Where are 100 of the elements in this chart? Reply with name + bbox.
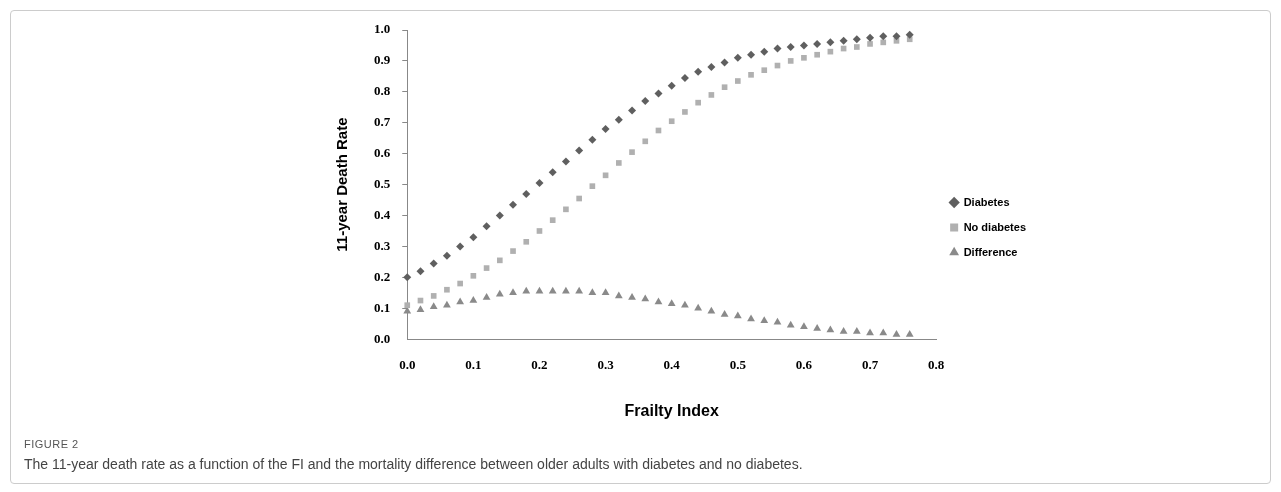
point bbox=[457, 280, 463, 287]
point bbox=[786, 43, 795, 52]
point bbox=[588, 288, 597, 296]
point bbox=[852, 326, 861, 334]
y-axis-title: 11-year Death Rate bbox=[333, 117, 351, 252]
point bbox=[641, 97, 650, 106]
point bbox=[416, 305, 425, 313]
point bbox=[510, 248, 516, 254]
y-tick-label: 1.0 bbox=[374, 21, 391, 37]
point bbox=[509, 200, 518, 209]
point bbox=[905, 330, 914, 337]
point bbox=[629, 149, 635, 155]
point bbox=[575, 146, 584, 155]
point bbox=[641, 294, 650, 302]
point bbox=[549, 217, 556, 223]
point bbox=[416, 267, 425, 276]
text: The 11-year death rate as a function of the FI and the mortality difference between older adults with diabetes and no diabetes. bbox=[24, 456, 804, 472]
point bbox=[801, 55, 807, 61]
point bbox=[456, 242, 465, 251]
point bbox=[905, 30, 914, 39]
point bbox=[760, 316, 769, 323]
point bbox=[813, 323, 822, 331]
point bbox=[668, 118, 675, 125]
point bbox=[892, 32, 901, 41]
y-tick-label: 0.5 bbox=[374, 175, 391, 191]
x-tick-label: 0.6 bbox=[795, 357, 813, 373]
point bbox=[839, 36, 848, 45]
point bbox=[880, 39, 887, 46]
point bbox=[576, 195, 582, 202]
point bbox=[495, 211, 504, 220]
point bbox=[734, 78, 741, 84]
y-tick-label: 0.1 bbox=[374, 299, 391, 315]
point bbox=[522, 286, 531, 294]
point bbox=[866, 33, 875, 42]
x-tick-label: 0.2 bbox=[531, 357, 548, 373]
point bbox=[588, 135, 597, 144]
point bbox=[853, 44, 860, 50]
legend-label: No diabetes bbox=[963, 220, 1027, 233]
point bbox=[761, 67, 768, 74]
point bbox=[429, 302, 438, 309]
point bbox=[548, 168, 557, 177]
point bbox=[813, 39, 822, 48]
point bbox=[495, 289, 504, 297]
y-tick-label: 0.6 bbox=[374, 145, 391, 161]
point bbox=[826, 325, 835, 333]
point bbox=[628, 106, 637, 115]
point bbox=[748, 72, 754, 78]
point bbox=[839, 326, 848, 334]
point bbox=[548, 286, 557, 294]
point bbox=[800, 322, 808, 330]
x-tick-label: 0.5 bbox=[729, 357, 747, 373]
point bbox=[535, 179, 544, 188]
point bbox=[787, 58, 794, 64]
y-tick-label: 0.7 bbox=[374, 114, 391, 130]
point bbox=[667, 81, 676, 90]
point bbox=[786, 320, 795, 328]
point bbox=[747, 50, 756, 59]
point bbox=[575, 286, 584, 294]
x-tick-label: 0.1 bbox=[465, 357, 482, 373]
point bbox=[563, 206, 569, 213]
legend-label: Diabetes bbox=[963, 195, 1010, 208]
point bbox=[720, 309, 729, 317]
point bbox=[667, 299, 676, 306]
x-tick-label: 0.0 bbox=[399, 357, 416, 373]
point bbox=[694, 67, 703, 76]
point bbox=[642, 138, 649, 145]
point bbox=[682, 109, 688, 115]
point bbox=[403, 273, 412, 282]
point bbox=[680, 73, 689, 82]
x-tick-label: 0.4 bbox=[663, 357, 681, 373]
point bbox=[879, 32, 888, 41]
point bbox=[799, 41, 808, 50]
point bbox=[720, 58, 729, 67]
point bbox=[760, 47, 769, 56]
point bbox=[707, 63, 716, 72]
point bbox=[430, 293, 437, 299]
point bbox=[879, 328, 888, 336]
point bbox=[733, 53, 742, 62]
point bbox=[814, 51, 820, 58]
x-tick-label: 0.3 bbox=[597, 357, 615, 373]
point bbox=[601, 288, 610, 296]
point bbox=[536, 228, 543, 234]
point bbox=[601, 124, 610, 133]
point bbox=[892, 330, 901, 337]
point bbox=[733, 311, 742, 319]
point bbox=[482, 292, 491, 300]
point bbox=[444, 286, 450, 293]
y-tick-label: 0.9 bbox=[374, 52, 391, 68]
point bbox=[561, 157, 570, 166]
point bbox=[523, 238, 530, 245]
point bbox=[773, 44, 782, 53]
point bbox=[509, 288, 517, 296]
point bbox=[614, 115, 623, 124]
point bbox=[694, 303, 703, 311]
point bbox=[535, 286, 544, 294]
point bbox=[469, 233, 478, 242]
point bbox=[456, 297, 465, 305]
x-tick-label: 0.7 bbox=[861, 357, 879, 373]
point bbox=[482, 222, 491, 231]
point bbox=[602, 172, 609, 179]
